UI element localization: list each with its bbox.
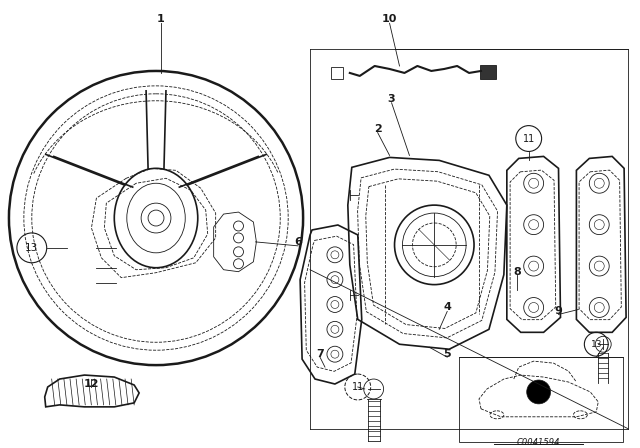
Bar [459,357,623,442]
Text: 11: 11 [523,134,535,143]
Text: 3: 3 [388,94,396,104]
Text: 13: 13 [591,340,602,349]
Circle shape [527,380,550,404]
Text: 8: 8 [513,267,521,277]
Text: 7: 7 [316,349,324,359]
Text: 5: 5 [444,349,451,359]
Text: 9: 9 [555,306,563,316]
Text: 6: 6 [294,237,302,247]
Text: 1: 1 [157,14,165,24]
FancyBboxPatch shape [480,65,496,79]
Text: 4: 4 [444,302,451,312]
Text: 13: 13 [25,243,38,253]
Text: C0041594: C0041594 [517,438,561,447]
Text: 11: 11 [351,382,364,392]
Text: 12: 12 [84,379,99,389]
Text: 10: 10 [382,14,397,24]
Text: 2: 2 [374,124,381,134]
